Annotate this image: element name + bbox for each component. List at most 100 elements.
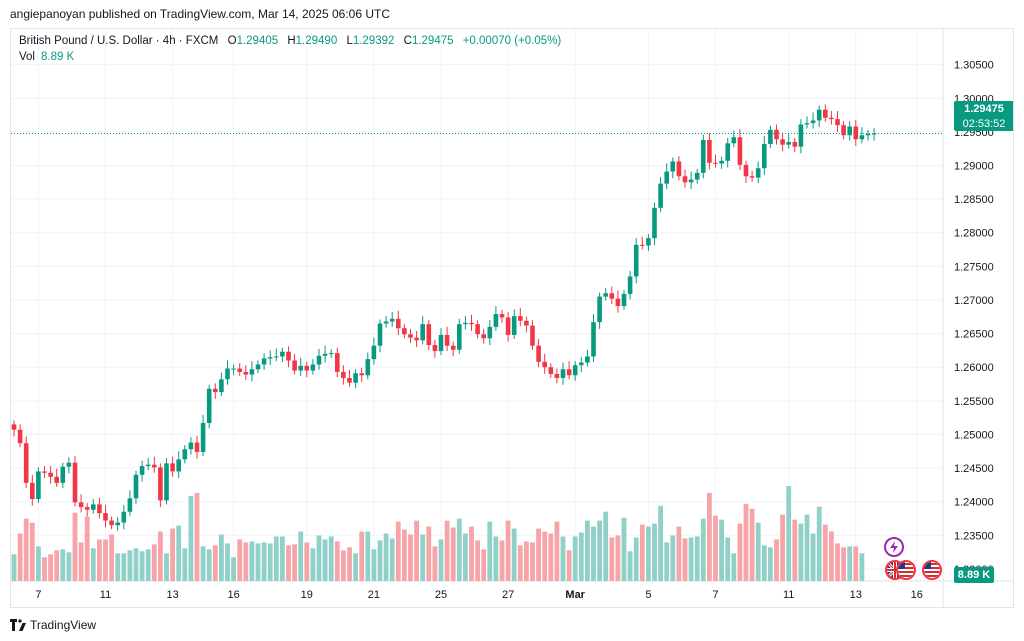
y-tick-label: 1.26500 xyxy=(954,329,994,341)
candle-body xyxy=(743,164,749,177)
candle-body xyxy=(274,356,279,358)
candle-body xyxy=(780,139,785,145)
candle-body xyxy=(457,324,462,350)
candle-body xyxy=(542,361,547,368)
y-tick-label: 1.25000 xyxy=(954,429,994,441)
candlestick-chart[interactable]: 1.305001.300001.295001.290001.285001.280… xyxy=(11,29,1013,607)
x-tick-label: 13 xyxy=(166,589,178,601)
volume-bar xyxy=(145,549,151,581)
lightning-icon[interactable] xyxy=(884,537,904,557)
volume-bar xyxy=(402,529,407,581)
volume-bar xyxy=(481,549,487,581)
candle-body xyxy=(426,324,432,346)
volume-bar xyxy=(438,539,444,581)
y-tick-label: 1.26000 xyxy=(954,362,994,374)
candle-body xyxy=(402,328,407,335)
volume-bar xyxy=(731,553,737,581)
volume-bar xyxy=(829,531,834,581)
candle-body xyxy=(798,124,804,147)
candle-body xyxy=(255,364,261,370)
y-tick-label: 1.28500 xyxy=(954,194,994,206)
us-flag-icon[interactable] xyxy=(922,560,942,580)
volume-bar xyxy=(658,505,663,581)
volume-label[interactable]: Vol xyxy=(19,51,35,63)
volume-bar xyxy=(517,545,523,581)
candle-body xyxy=(444,334,450,346)
x-tick-label: 16 xyxy=(227,589,239,601)
x-tick-label: 13 xyxy=(850,589,862,601)
volume-bar xyxy=(810,533,816,581)
x-tick-label: 16 xyxy=(911,589,923,601)
us-flag-icon[interactable] xyxy=(896,560,916,580)
volume-bar xyxy=(646,526,651,581)
volume-bar xyxy=(322,539,328,581)
volume-bar xyxy=(499,540,505,581)
y-tick-label: 1.30500 xyxy=(954,60,994,72)
volume-bar xyxy=(664,542,670,581)
volume-bar xyxy=(774,539,779,581)
candle-body xyxy=(103,513,108,521)
volume-bar xyxy=(450,527,456,581)
volume-bar xyxy=(585,520,590,581)
candle-body xyxy=(194,442,200,452)
x-tick-label: 19 xyxy=(301,589,313,601)
volume-bar xyxy=(353,553,358,581)
candle-body xyxy=(774,129,779,140)
volume-bar xyxy=(29,522,35,581)
volume-bar xyxy=(267,543,273,581)
volume-bar xyxy=(261,542,267,581)
volume-bar xyxy=(310,548,316,581)
candle-body xyxy=(54,476,59,483)
brand-name[interactable]: TradingView xyxy=(30,617,97,632)
candle-body xyxy=(420,324,425,341)
open-value: 1.29405 xyxy=(236,35,279,47)
candle-body xyxy=(469,322,474,325)
candle-body xyxy=(621,293,627,307)
candle-body xyxy=(298,365,303,371)
candle-body xyxy=(859,135,865,140)
volume-bar xyxy=(170,528,175,581)
x-tick-label: 27 xyxy=(502,589,514,601)
volume-bar xyxy=(48,554,53,581)
candle-body xyxy=(591,322,596,357)
volume-bar xyxy=(548,533,554,581)
candle-body xyxy=(213,388,218,393)
volume-bar xyxy=(286,545,291,581)
chart-pane[interactable]: 1.30500 1.30000 1.29500 1.29000 1.28500 1.280… xyxy=(10,28,1014,608)
volume-bar xyxy=(463,533,468,581)
volume-bar xyxy=(621,517,627,581)
volume-bar xyxy=(639,524,645,581)
volume-bar xyxy=(158,531,163,581)
volume-bar xyxy=(72,512,78,581)
candle-body xyxy=(139,466,145,475)
volume-bar xyxy=(432,546,438,581)
candle-body xyxy=(286,351,291,361)
low-label: L xyxy=(346,35,353,47)
y-tick-label: 1.25500 xyxy=(954,396,994,408)
candle-body xyxy=(60,466,66,483)
candle-body xyxy=(725,143,730,161)
volume-bar xyxy=(127,550,133,581)
candle-body xyxy=(554,373,560,378)
volume-bar xyxy=(176,525,182,581)
x-tick-label: Mar xyxy=(565,589,585,601)
volume-bar xyxy=(292,544,297,581)
candle-body xyxy=(91,504,96,510)
volume-bar xyxy=(859,553,865,581)
candle-body xyxy=(249,369,255,375)
candle-body xyxy=(267,357,273,359)
candle-body xyxy=(316,355,322,365)
candle-body xyxy=(804,123,810,125)
symbol-title[interactable]: British Pound / U.S. Dollar · 4h · FXCM xyxy=(19,35,219,47)
candle-body xyxy=(396,318,401,329)
candle-body xyxy=(383,321,389,324)
volume-bar xyxy=(511,528,517,581)
volume-bar xyxy=(707,492,712,581)
volume-bar xyxy=(560,536,566,581)
candle-body xyxy=(505,317,511,335)
candle-body xyxy=(304,365,310,371)
volume-bar xyxy=(847,546,853,581)
candle-body xyxy=(432,345,438,352)
volume-bar xyxy=(304,542,310,581)
volume-bar xyxy=(78,542,84,581)
